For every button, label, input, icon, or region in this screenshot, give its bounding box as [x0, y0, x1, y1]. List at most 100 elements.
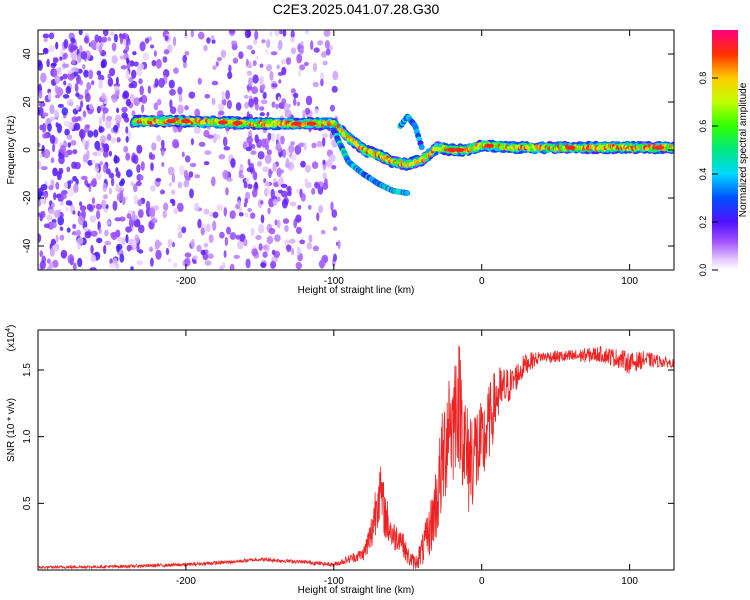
- heatmap-noise-blob: [164, 35, 169, 41]
- heatmap-noise-blob: [286, 245, 292, 253]
- heatmap-noise-blob: [304, 181, 312, 189]
- heatmap-noise-blob: [182, 54, 187, 63]
- heatmap-noise-blob: [38, 83, 42, 92]
- heatmap-noise-blob: [203, 242, 209, 248]
- heatmap-noise-blob: [122, 196, 126, 206]
- heatmap-noise-blob: [253, 96, 259, 106]
- heatmap-noise-blob: [161, 162, 165, 167]
- heatmap-noise-blob: [173, 67, 179, 74]
- heatmap-noise-blob: [59, 76, 64, 81]
- heatmap-noise-blob: [73, 122, 81, 131]
- heatmap-peak: [291, 121, 302, 126]
- heatmap-noise-blob: [125, 169, 133, 178]
- heatmap-noise-blob: [128, 220, 133, 227]
- heatmap-ridge-cell: [340, 128, 344, 133]
- heatmap-noise-blob: [104, 240, 111, 246]
- heatmap-noise-blob: [193, 259, 197, 265]
- heatmap-noise-blob: [82, 153, 89, 163]
- heatmap-noise-blob: [204, 260, 212, 266]
- heatmap-noise-blob: [248, 98, 254, 108]
- heatmap-noise-blob: [251, 188, 258, 198]
- heatmap-noise-blob: [322, 136, 326, 147]
- heatmap-noise-blob: [193, 126, 201, 134]
- heatmap-noise-blob: [220, 49, 227, 59]
- heatmap-noise-blob: [281, 98, 287, 106]
- heatmap-noise-blob: [88, 104, 94, 110]
- heatmap-noise-blob: [57, 67, 62, 75]
- heatmap-noise-blob: [96, 147, 101, 152]
- heatmap-noise-blob: [153, 205, 160, 211]
- heatmap-noise-blob: [222, 136, 228, 147]
- heatmap-noise-blob: [100, 146, 104, 153]
- heatmap-noise-blob: [40, 210, 46, 219]
- heatmap-peak: [166, 119, 177, 124]
- heatmap-noise-blob: [243, 94, 249, 99]
- heatmap-noise-blob: [104, 118, 112, 129]
- heatmap-noise-blob: [296, 101, 301, 107]
- heatmap-noise-blob: [275, 190, 279, 197]
- heatmap-noise-blob: [133, 194, 139, 205]
- heatmap-noise-blob: [78, 215, 84, 226]
- heatmap-noise-blob: [115, 183, 119, 193]
- heatmap-noise-blob: [246, 70, 252, 76]
- heatmap-noise-blob: [55, 122, 59, 128]
- heatmap-noise-blob: [89, 267, 97, 270]
- heatmap-noise-blob: [86, 183, 91, 188]
- heatmap-noise-blob: [136, 260, 143, 266]
- heatmap-noise-blob: [63, 80, 67, 86]
- heatmap-noise-blob: [155, 249, 162, 260]
- heatmap-noise-blob: [332, 70, 339, 81]
- heatmap-noise-blob: [150, 162, 154, 172]
- heatmap-noise-blob: [130, 181, 134, 187]
- heatmap-noise-blob: [107, 73, 111, 79]
- heatmap-noise-blob: [136, 144, 143, 154]
- heatmap-noise-blob: [52, 259, 59, 268]
- heatmap-noise-blob: [90, 254, 97, 263]
- heatmap-noise-blob: [71, 116, 78, 123]
- heatmap-noise-blob: [310, 40, 314, 51]
- heatmap-noise-blob: [103, 244, 107, 255]
- heatmap-noise-blob: [299, 239, 306, 245]
- heatmap-noise-blob: [212, 65, 217, 70]
- heatmap-noise-blob: [300, 160, 306, 168]
- heatmap-noise-blob: [333, 226, 338, 231]
- heatmap-noise-blob: [39, 124, 44, 131]
- heatmap-noise-blob: [131, 154, 137, 163]
- heatmap-noise-blob: [224, 236, 229, 247]
- heatmap-noise-blob: [242, 141, 248, 150]
- heatmap-noise-blob: [62, 73, 68, 80]
- heatmap-noise-blob: [177, 104, 184, 115]
- heatmap-noise-blob: [98, 116, 102, 127]
- x-tick-label: 100: [621, 576, 638, 587]
- heatmap-noise-blob: [114, 114, 122, 124]
- heatmap-noise-blob: [290, 153, 297, 161]
- heatmap-noise-blob: [196, 244, 202, 252]
- heatmap-noise-blob: [109, 67, 116, 77]
- heatmap-noise-blob: [139, 174, 144, 181]
- heatmap-noise-blob: [324, 178, 328, 186]
- heatmap-noise-blob: [247, 183, 253, 190]
- heatmap-noise-blob: [87, 159, 93, 166]
- heatmap-noise-blob: [209, 212, 213, 217]
- heatmap-peak: [484, 143, 495, 148]
- heatmap-noise-blob: [179, 165, 185, 176]
- y-tick-label: 0: [22, 147, 33, 153]
- heatmap-noise-blob: [57, 215, 64, 226]
- heatmap-noise-blob: [304, 107, 311, 115]
- heatmap-noise-blob: [38, 102, 46, 107]
- heatmap-ridge-cell: [150, 117, 154, 122]
- heatmap-noise-blob: [188, 91, 196, 99]
- heatmap-noise-blob: [91, 159, 96, 164]
- heatmap-noise-blob: [223, 207, 227, 217]
- heatmap-noise-blob: [52, 244, 60, 252]
- heatmap-noise-blob: [71, 231, 77, 236]
- heatmap-noise-blob: [58, 156, 65, 165]
- heatmap-noise-blob: [84, 231, 92, 239]
- heatmap-noise-blob: [251, 49, 256, 55]
- heatmap-noise-blob: [198, 141, 206, 147]
- heatmap-noise-blob: [221, 91, 225, 101]
- heatmap-noise-blob: [84, 35, 90, 44]
- heatmap-noise-blob: [293, 97, 297, 106]
- heatmap-noise-blob: [125, 126, 129, 134]
- heatmap-noise-blob: [216, 204, 224, 212]
